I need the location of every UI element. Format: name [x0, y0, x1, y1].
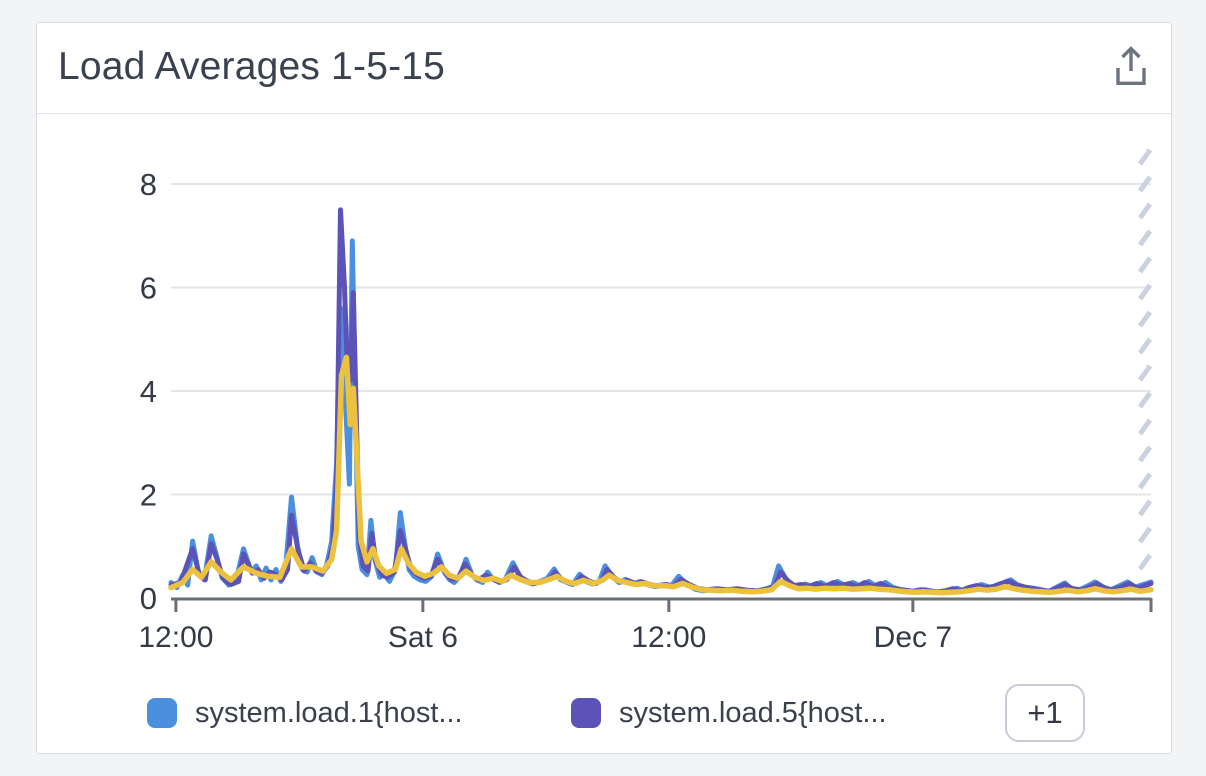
svg-text:12:00: 12:00	[631, 621, 706, 654]
chart-legend: system.load.1{host... system.load.5{host…	[37, 684, 1173, 742]
legend-swatch-purple	[571, 698, 601, 728]
legend-swatch-blue	[147, 698, 177, 728]
svg-text:Sat 6: Sat 6	[388, 621, 458, 654]
export-button[interactable]	[1107, 43, 1155, 91]
load-chart[interactable]: 0 2 4 6 8 12:00 Sat 6 12:00 Dec 7	[37, 114, 1173, 663]
svg-text:6: 6	[140, 271, 157, 306]
svg-text:Dec 7: Dec 7	[874, 621, 952, 654]
legend-label: system.load.1{host...	[195, 696, 463, 729]
svg-text:12:00: 12:00	[138, 621, 213, 654]
svg-text:0: 0	[140, 581, 157, 616]
svg-text:4: 4	[140, 374, 157, 409]
widget-title: Load Averages 1-5-15	[58, 45, 446, 88]
legend-label: system.load.5{host...	[619, 696, 887, 729]
svg-text:2: 2	[140, 478, 157, 513]
legend-item-system-load-5[interactable]: system.load.5{host...	[571, 684, 887, 742]
svg-text:8: 8	[140, 167, 157, 202]
legend-more-button[interactable]: +1	[1005, 684, 1085, 742]
export-share-icon	[1112, 44, 1150, 91]
legend-item-system-load-1[interactable]: system.load.1{host...	[147, 684, 463, 742]
widget-header: Load Averages 1-5-15	[37, 23, 1171, 114]
chart-widget-card: Load Averages 1-5-15 0 2 4 6 8 12:00 Sat 6 12:0…	[36, 22, 1172, 754]
